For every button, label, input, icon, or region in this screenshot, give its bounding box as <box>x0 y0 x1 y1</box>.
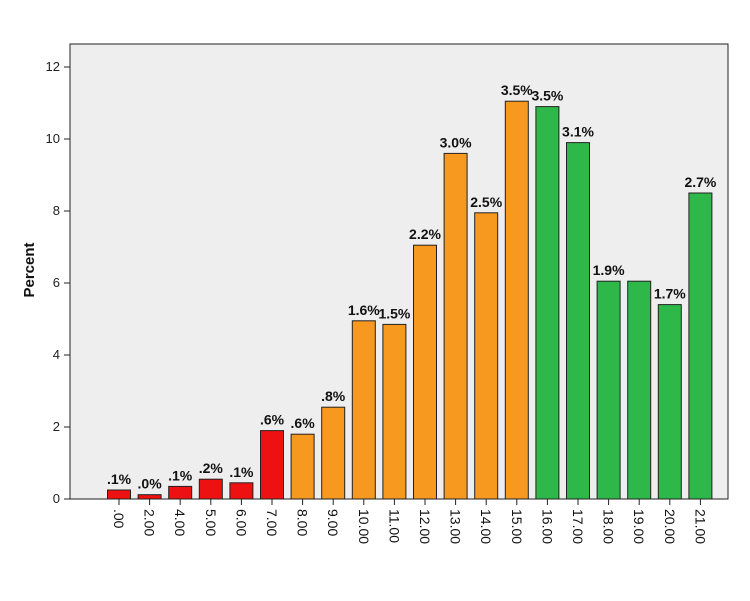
bar <box>535 106 560 500</box>
y-tick-label: 4 <box>53 347 60 362</box>
data-label: 2.7% <box>684 174 716 190</box>
x-tick-label: 2.00 <box>142 509 158 536</box>
data-label: .8% <box>321 388 346 404</box>
x-tick-label: 19.00 <box>631 509 647 544</box>
data-label: 3.1% <box>562 124 594 140</box>
x-tick-label: 9.00 <box>325 509 341 536</box>
data-label: .0% <box>138 476 163 492</box>
y-tick-label: 10 <box>46 131 60 146</box>
x-tick-label: 13.00 <box>448 509 464 544</box>
y-axis: 0 2 4 6 8 10 12 <box>46 59 70 506</box>
data-label: 1.7% <box>654 286 686 302</box>
data-label: .1% <box>168 467 193 483</box>
y-tick-label: 6 <box>53 275 60 290</box>
data-label: 1.5% <box>378 305 410 321</box>
x-tick-label: 6.00 <box>233 509 249 536</box>
x-tick-label: 12.00 <box>417 509 433 544</box>
data-label: 2.5% <box>470 194 502 210</box>
bar <box>504 100 529 500</box>
x-tick-label: 14.00 <box>478 509 494 544</box>
bar <box>198 478 223 500</box>
bar <box>382 323 407 500</box>
bar <box>627 280 652 500</box>
y-axis-title: Percent <box>21 242 38 297</box>
bar <box>168 485 193 500</box>
x-tick-label: 8.00 <box>295 509 311 536</box>
x-tick-label: 21.00 <box>692 509 708 544</box>
bar <box>688 192 713 500</box>
x-tick-label: .00 <box>111 509 127 529</box>
data-label: 3.5% <box>501 82 533 98</box>
bars <box>107 100 713 500</box>
data-label: 2.2% <box>409 226 441 242</box>
x-tick-label: 11.00 <box>386 509 402 543</box>
bar <box>413 244 437 500</box>
data-label: .6% <box>291 415 316 431</box>
x-tick-label: 7.00 <box>264 509 280 536</box>
bar <box>260 430 284 500</box>
bar <box>657 304 682 500</box>
data-label: .1% <box>229 464 254 480</box>
data-label: .6% <box>260 412 285 428</box>
data-label: 3.0% <box>440 134 472 150</box>
data-label: .1% <box>107 471 132 487</box>
bar <box>137 494 162 500</box>
bar <box>566 142 590 500</box>
bar <box>290 433 315 500</box>
x-tick-label: 16.00 <box>539 509 555 544</box>
bar <box>351 320 376 500</box>
bar <box>443 152 468 500</box>
x-axis: .00 2.00 4.00 5.00 6.00 7.00 8.00 9.00 10.00 11.0… <box>111 499 708 544</box>
x-tick-label: 18.00 <box>601 509 617 544</box>
data-label: 1.9% <box>593 262 625 278</box>
x-tick-label: 10.00 <box>356 509 372 544</box>
bar <box>107 489 131 500</box>
y-tick-label: 2 <box>53 419 60 434</box>
bar <box>229 482 254 500</box>
y-tick-label: 0 <box>53 491 60 506</box>
data-label: .2% <box>199 460 224 476</box>
data-label: 1.6% <box>348 302 380 318</box>
data-label: 3.5% <box>531 88 563 104</box>
y-tick-label: 12 <box>46 59 60 74</box>
x-tick-label: 20.00 <box>662 509 678 544</box>
x-tick-label: 15.00 <box>509 509 525 544</box>
x-tick-label: 17.00 <box>570 509 586 544</box>
bar <box>596 280 621 500</box>
data-labels: .1% .0% .1% .2% .1% .6% .6% .8% 1.6%1.5% 2.2% 3.0%… <box>107 82 717 491</box>
x-tick-label: 4.00 <box>172 509 188 536</box>
x-tick-label: 5.00 <box>203 509 219 536</box>
bar <box>321 406 346 500</box>
bar <box>474 212 499 500</box>
y-tick-label: 8 <box>53 203 60 218</box>
